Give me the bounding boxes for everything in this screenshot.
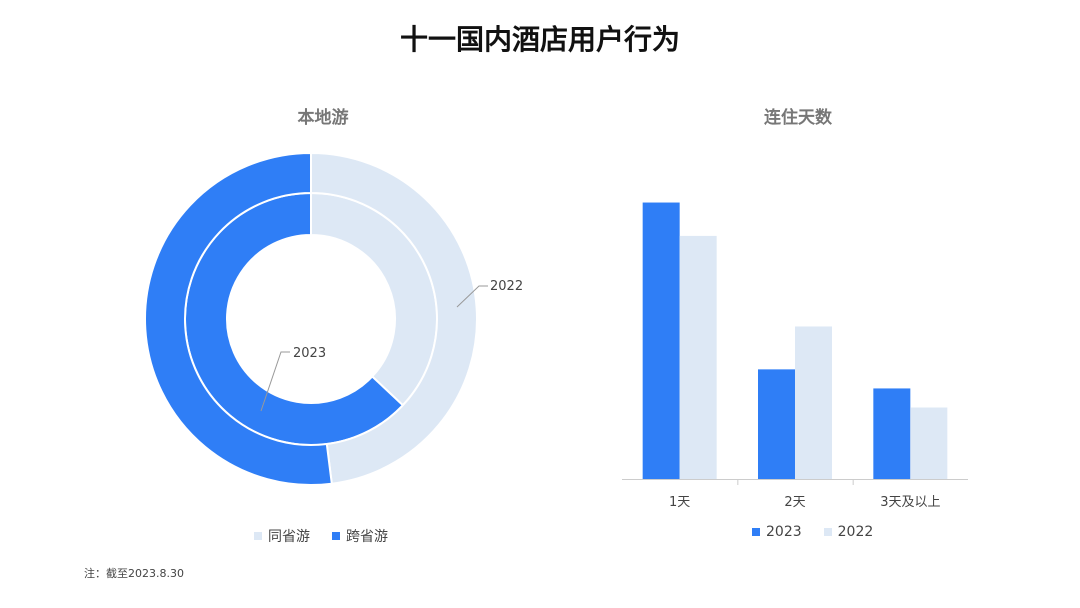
legend-label-2022: 2022 bbox=[837, 524, 874, 540]
bar-2023-2 bbox=[873, 388, 911, 479]
legend-label-same-province: 同省游 bbox=[268, 529, 310, 545]
bar-2023-0 bbox=[642, 202, 680, 480]
bar-2022-0 bbox=[679, 235, 717, 479]
legend-swatch-2022 bbox=[823, 528, 832, 536]
bar-2022-1 bbox=[795, 326, 832, 479]
donut-legend: 同省游 跨省游 bbox=[254, 526, 388, 546]
donut-leader-2023 bbox=[260, 351, 290, 412]
donut-slice-2022-1 bbox=[144, 151, 333, 486]
bar-legend: 2023 2022 bbox=[752, 524, 873, 540]
bar-x-tick-label-0: 1天 bbox=[669, 495, 690, 510]
legend-label-cross-province: 跨省游 bbox=[346, 529, 388, 545]
donut-leader-2022 bbox=[456, 285, 488, 308]
bar-2022-2 bbox=[910, 407, 948, 479]
legend-swatch-cross-province bbox=[332, 532, 340, 540]
donut-ring-label-2022: 2022 bbox=[490, 279, 523, 294]
page-title: 十一国内酒店用户行为 bbox=[399, 23, 680, 56]
donut-ring-label-2023: 2023 bbox=[293, 346, 326, 361]
bar-x-tick-label-2: 3天及以上 bbox=[880, 495, 940, 510]
legend-label-2023: 2023 bbox=[766, 524, 802, 540]
footnote: 注：截至2023.8.30 bbox=[84, 567, 184, 580]
legend-swatch-2023 bbox=[752, 528, 760, 536]
bar-chart-title: 连住天数 bbox=[764, 108, 832, 128]
donut-slice-2022-0 bbox=[310, 151, 478, 485]
bar-2023-1 bbox=[758, 369, 795, 479]
donut-chart-title: 本地游 bbox=[297, 108, 349, 128]
legend-swatch-same-province bbox=[254, 532, 262, 540]
bar-x-tick-label-1: 2天 bbox=[784, 495, 805, 510]
